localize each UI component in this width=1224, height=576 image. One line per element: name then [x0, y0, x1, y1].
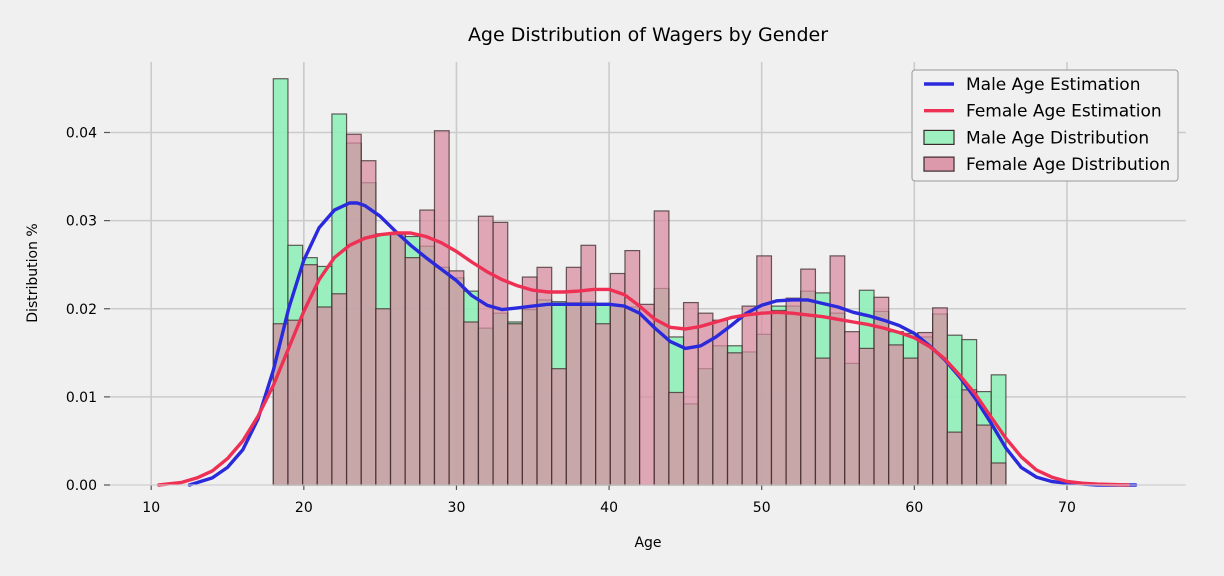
- female-histogram-bar: [448, 270, 465, 486]
- y-tick-label: 0.04: [66, 126, 97, 142]
- x-tick-label: 10: [142, 500, 160, 516]
- x-tick-label: 50: [753, 500, 771, 516]
- legend-bar-swatch: [923, 129, 955, 145]
- x-tick-label: 40: [600, 500, 618, 516]
- female-histogram-bar: [814, 357, 831, 486]
- legend-label: Male Age Distribution: [966, 128, 1149, 148]
- female-histogram-bar: [345, 133, 362, 486]
- female-histogram-bar: [785, 297, 802, 486]
- female-histogram-bar: [975, 424, 992, 486]
- female-histogram-bar: [419, 209, 436, 486]
- x-tick-label: 60: [905, 500, 923, 516]
- female-histogram-bar: [917, 331, 934, 486]
- y-axis-label: Distribution %: [25, 223, 41, 322]
- female-histogram-bar: [463, 321, 480, 486]
- female-histogram-bar: [712, 319, 729, 486]
- female-histogram-bar: [668, 391, 685, 486]
- legend-label: Male Age Estimation: [966, 75, 1140, 95]
- female-histogram-bar: [375, 308, 392, 486]
- female-histogram-bar: [507, 323, 523, 486]
- y-axis: 0.00 0.01 0.02 0.03 0.04: [66, 126, 110, 494]
- female-histogram-bar: [580, 244, 597, 486]
- female-histogram-bar: [404, 257, 421, 486]
- chart-title: Age Distribution of Wagers by Gender: [468, 24, 828, 46]
- female-histogram-bar: [932, 307, 948, 486]
- female-histogram-bar: [433, 130, 450, 486]
- x-axis: 10 20 30 40 50 60 70: [110, 484, 1186, 516]
- female-histogram-bar: [770, 309, 787, 486]
- female-histogram-bar: [477, 215, 494, 486]
- female-histogram-bar: [551, 368, 567, 486]
- female-histogram-bar: [316, 306, 333, 486]
- legend-bar-swatch: [923, 156, 955, 172]
- legend-box: [911, 69, 1179, 182]
- female-histogram-bar: [902, 357, 919, 486]
- female-histogram-bar: [946, 431, 963, 486]
- y-tick-label: 0.02: [66, 302, 97, 318]
- female-histogram-bar: [726, 352, 743, 486]
- female-histogram-bar: [829, 255, 846, 486]
- x-axis-label: Age: [634, 535, 661, 551]
- female-histogram-bar: [389, 232, 406, 486]
- female-histogram-bar: [331, 293, 348, 486]
- x-tick-label: 70: [1058, 500, 1076, 516]
- female-histogram-bar: [741, 305, 758, 486]
- legend-label: Female Age Estimation: [966, 102, 1162, 122]
- female-histogram-bar: [624, 249, 641, 486]
- female-histogram-bar: [639, 303, 655, 486]
- x-tick-label: 20: [295, 500, 313, 516]
- female-histogram-bar: [858, 347, 875, 486]
- female-histogram-bar: [990, 462, 1007, 486]
- female-histogram-bar: [595, 323, 611, 486]
- female-histogram-bar: [844, 331, 860, 486]
- female-histogram: [272, 130, 1007, 486]
- female-histogram-bar: [653, 210, 670, 486]
- female-histogram-bar: [565, 266, 582, 486]
- female-histogram-bar: [888, 344, 904, 486]
- x-tick-label: 30: [448, 500, 466, 516]
- female-histogram-bar: [961, 389, 978, 486]
- legend: Male Age Estimation Female Age Estimation…: [911, 69, 1179, 182]
- female-kde-line: [157, 231, 1130, 487]
- y-tick-label: 0.00: [66, 478, 97, 494]
- y-tick-label: 0.01: [66, 390, 97, 406]
- female-histogram-bar: [492, 221, 509, 486]
- kde-curves: [157, 201, 1138, 487]
- legend-label: Female Age Distribution: [966, 155, 1170, 175]
- female-histogram-bar: [536, 266, 553, 486]
- female-histogram-bar: [756, 255, 773, 486]
- y-tick-label: 0.03: [66, 214, 97, 230]
